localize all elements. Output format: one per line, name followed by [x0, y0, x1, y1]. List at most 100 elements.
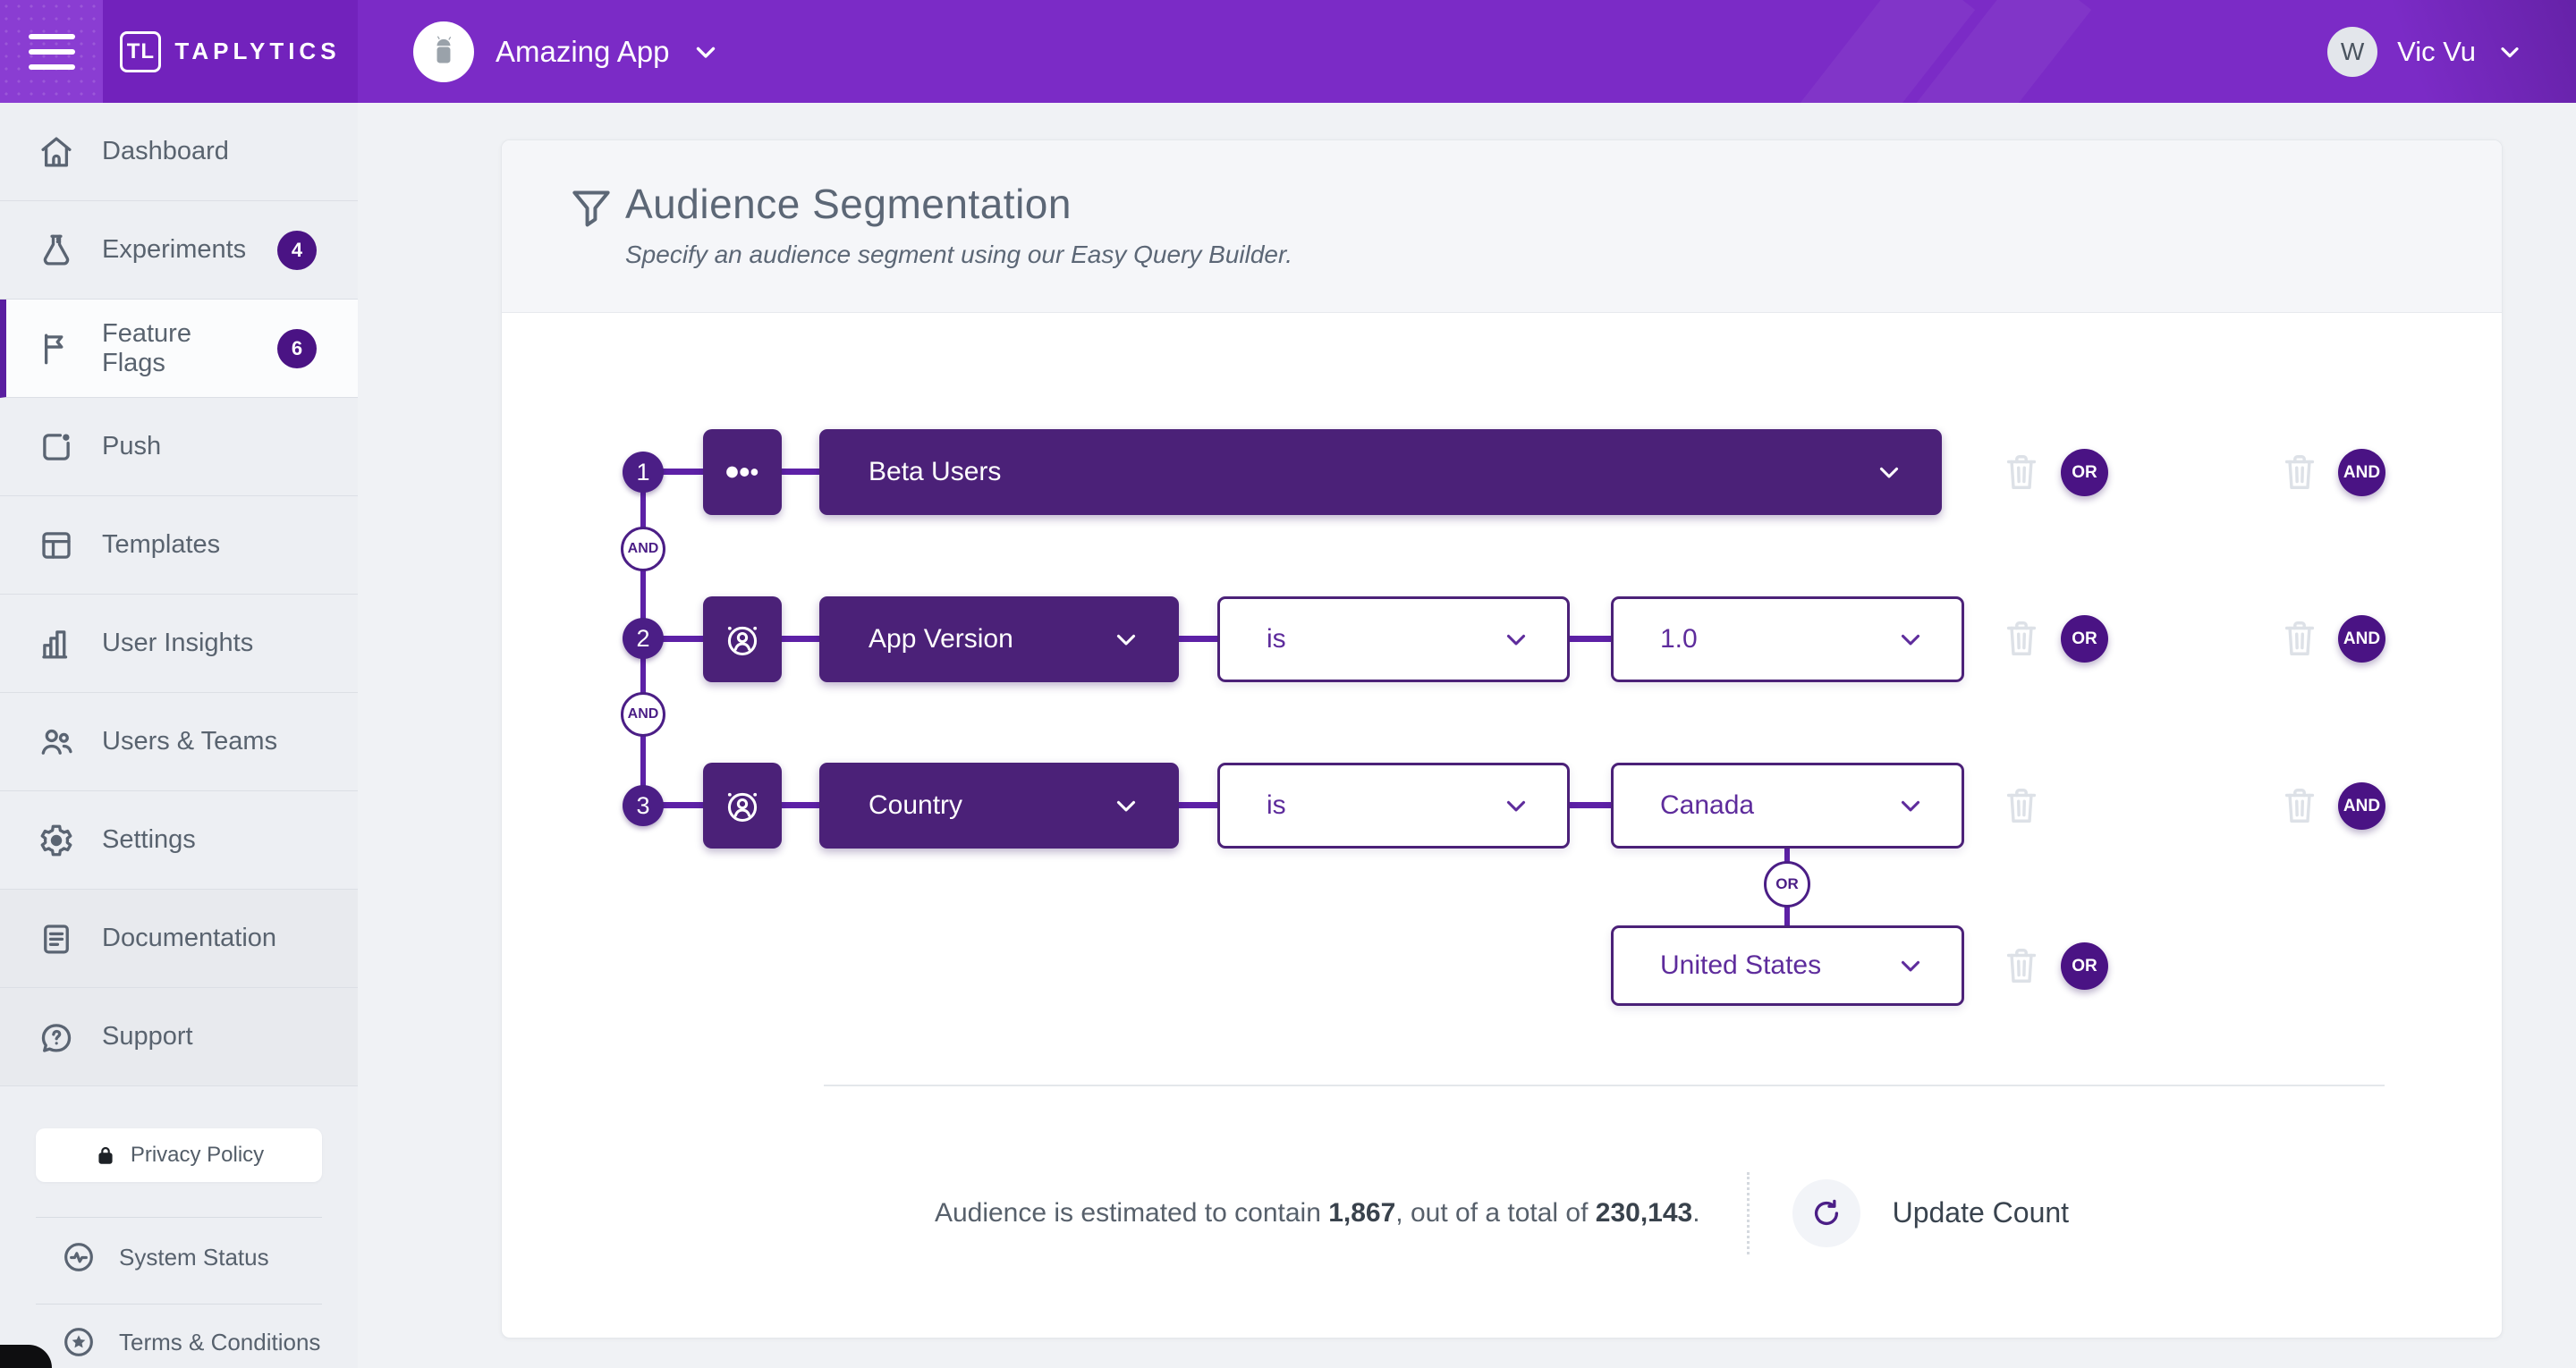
value-dropdown[interactable]: Canada: [1611, 763, 1964, 849]
connector-line: [1179, 802, 1217, 808]
trash-icon: [2284, 789, 2315, 823]
delete-button[interactable]: [2001, 615, 2042, 662]
layout-icon: [38, 527, 75, 564]
card-header-text: Audience Segmentation Specify an audienc…: [625, 180, 1292, 312]
sidebar-item-label: Dashboard: [102, 137, 229, 165]
trash-icon: [2006, 949, 2037, 983]
or-badge[interactable]: OR: [2061, 942, 2108, 990]
chevron-down-icon: [2496, 38, 2524, 66]
brand-name: TAPLYTICS: [174, 38, 341, 64]
operator-dropdown[interactable]: is: [1217, 763, 1570, 849]
sidebar-item-users-teams[interactable]: Users & Teams: [0, 693, 358, 791]
delete-button[interactable]: [2001, 782, 2042, 829]
segment-dropdown[interactable]: Beta Users: [819, 429, 1942, 515]
sidebar-item-settings[interactable]: Settings: [0, 791, 358, 890]
and-badge[interactable]: AND: [2338, 782, 2385, 830]
connector-line: [782, 469, 819, 475]
operator-dropdown-value: is: [1267, 790, 1286, 820]
sidebar-item-dashboard[interactable]: Dashboard: [0, 103, 358, 201]
connector-line: [1570, 802, 1611, 808]
sidebar-divider: [36, 1304, 322, 1305]
chevron-down-icon: [1501, 790, 1531, 821]
query-builder: 1 Beta Users OR AND AND AND 2: [502, 313, 2502, 1085]
chevron-down-icon: [1874, 457, 1904, 487]
card-divider: [824, 1085, 2385, 1086]
top-bar: TL TAPLYTICS Amazing App W Vic Vu: [0, 0, 2576, 103]
sidebar-item-feature-flags[interactable]: Feature Flags 6: [0, 300, 358, 398]
attribute-dropdown[interactable]: Country: [819, 763, 1179, 849]
delete-button[interactable]: [2001, 942, 2042, 989]
connector-line: [782, 802, 819, 808]
trash-icon: [2006, 455, 2037, 489]
attribute-dropdown-value: Country: [869, 790, 963, 820]
bar-chart-icon: [38, 625, 75, 663]
value-dropdown[interactable]: United States: [1611, 925, 1964, 1006]
lock-icon: [98, 1146, 113, 1164]
estimate-text-before: Audience is estimated to contain: [934, 1197, 1329, 1228]
delete-button[interactable]: [2279, 782, 2320, 829]
delete-button[interactable]: [2279, 615, 2320, 662]
delete-button[interactable]: [2001, 449, 2042, 495]
and-badge[interactable]: AND: [2338, 615, 2385, 663]
trash-icon: [2006, 789, 2037, 823]
users-icon: [38, 723, 75, 761]
estimate-text-after: .: [1692, 1197, 1700, 1228]
and-connector-badge[interactable]: AND: [621, 692, 665, 737]
value-dropdown[interactable]: 1.0: [1611, 596, 1964, 682]
sidebar-item-experiments[interactable]: Experiments 4: [0, 201, 358, 300]
estimate-total: 230,143: [1595, 1197, 1693, 1228]
system-status-link[interactable]: System Status: [61, 1239, 269, 1275]
count-badge: 4: [277, 230, 317, 270]
menu-button[interactable]: [0, 0, 103, 103]
terms-link[interactable]: Terms & Conditions: [61, 1324, 320, 1360]
sidebar-item-push[interactable]: Push: [0, 398, 358, 496]
sidebar-item-templates[interactable]: Templates: [0, 496, 358, 595]
sidebar-item-label: Documentation: [102, 924, 277, 952]
privacy-policy-button[interactable]: Privacy Policy: [36, 1128, 322, 1182]
terms-label: Terms & Conditions: [119, 1328, 321, 1355]
chevron-down-icon: [1895, 790, 1926, 821]
connector-line: [782, 636, 819, 642]
hamburger-icon: [28, 33, 75, 39]
attribute-dropdown[interactable]: App Version: [819, 596, 1179, 682]
user-menu[interactable]: W Vic Vu: [2327, 26, 2524, 77]
segment-type-icon-box: [703, 763, 782, 849]
header-streak: [1790, 0, 1976, 103]
refresh-icon: [1792, 1178, 1860, 1247]
flask-icon: [38, 232, 75, 269]
sidebar-item-documentation[interactable]: Documentation: [0, 890, 358, 988]
app-selector[interactable]: Amazing App: [413, 21, 721, 82]
connector-line: [663, 469, 703, 475]
sidebar-item-label: Support: [102, 1022, 193, 1051]
chevron-down-icon: [1501, 624, 1531, 654]
or-badge[interactable]: OR: [2061, 615, 2108, 663]
or-badge[interactable]: OR: [2061, 449, 2108, 496]
update-count-button[interactable]: Update Count: [1792, 1178, 2069, 1247]
or-connector-badge[interactable]: OR: [1764, 861, 1810, 908]
sidebar-item-support[interactable]: Support: [0, 988, 358, 1086]
brand-monogram: TL: [120, 30, 162, 72]
user-attribute-icon: [727, 792, 758, 823]
value-dropdown-value: 1.0: [1660, 624, 1698, 654]
estimate-text-middle: , out of a total of: [1395, 1197, 1596, 1228]
brand-logo[interactable]: TL TAPLYTICS: [103, 0, 358, 103]
sidebar-item-label: Settings: [102, 825, 196, 854]
operator-dropdown[interactable]: is: [1217, 596, 1570, 682]
sidebar-item-label: Experiments: [102, 235, 247, 264]
estimate-text: Audience is estimated to contain 1,867, …: [935, 1198, 1700, 1229]
app-name: Amazing App: [496, 34, 670, 68]
chevron-down-icon: [1111, 790, 1141, 821]
and-badge[interactable]: AND: [2338, 449, 2385, 496]
sidebar-item-user-insights[interactable]: User Insights: [0, 595, 358, 693]
sidebar-item-label: Feature Flags: [102, 318, 191, 377]
user-name: Vic Vu: [2397, 35, 2476, 67]
delete-button[interactable]: [2279, 449, 2320, 495]
and-connector-badge[interactable]: AND: [621, 527, 665, 571]
help-bubble-icon: [38, 1018, 75, 1056]
connector-line: [663, 802, 703, 808]
segment-dropdown-value: Beta Users: [869, 457, 1002, 486]
trash-icon: [2284, 455, 2315, 489]
sidebar-item-label: Push: [102, 432, 162, 460]
page-subtitle: Specify an audience segment using our Ea…: [625, 241, 1293, 268]
custom-data-dots-icon: [726, 466, 758, 478]
